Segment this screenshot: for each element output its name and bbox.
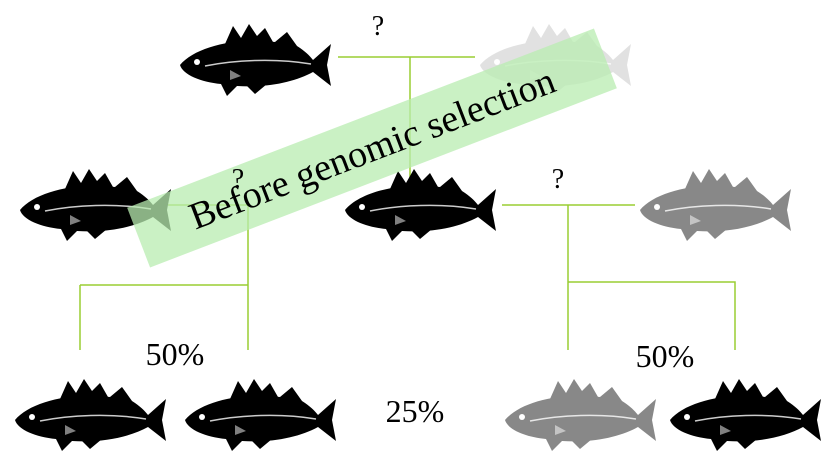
fish-gray xyxy=(640,169,791,241)
percentage-label: 50% xyxy=(636,338,695,374)
fish-black xyxy=(185,379,336,451)
fish-gray xyxy=(505,379,656,451)
fish-black xyxy=(15,379,166,451)
fish-black xyxy=(670,379,821,451)
unknown-parent-mark: ? xyxy=(372,11,384,42)
unknown-parent-mark: ? xyxy=(552,164,564,195)
fish-black xyxy=(180,24,331,96)
pedigree-diagram: Before genomic selection ? ? ? 50% 50% 2… xyxy=(0,0,826,452)
percentage-label: 50% xyxy=(146,336,205,372)
percentage-label: 25% xyxy=(386,393,445,429)
unknown-parent-mark: ? xyxy=(232,164,244,195)
